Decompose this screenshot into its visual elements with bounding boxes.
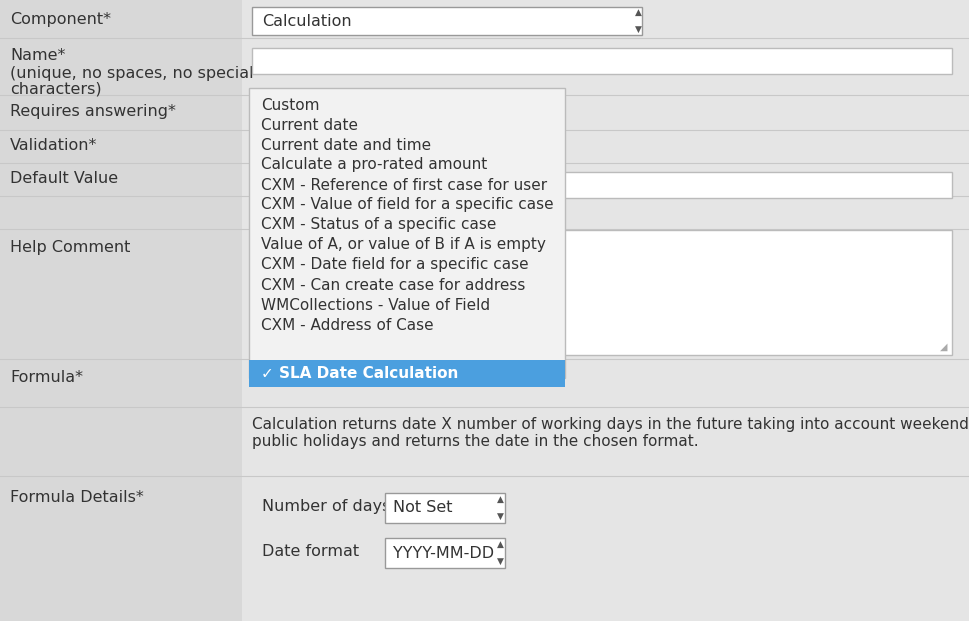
Text: Help Comment: Help Comment <box>10 240 130 255</box>
Text: Name*: Name* <box>10 48 65 63</box>
Text: Calculation: Calculation <box>262 14 351 29</box>
Text: ▼: ▼ <box>634 25 641 34</box>
Text: Number of days: Number of days <box>262 499 390 514</box>
Text: ▼: ▼ <box>329 157 336 166</box>
Bar <box>252 7 641 35</box>
Text: Value of A, or value of B if A is empty: Value of A, or value of B if A is empty <box>261 237 546 253</box>
Text: Current date and time: Current date and time <box>261 137 430 153</box>
Text: ▲: ▲ <box>329 140 336 149</box>
Text: Validation*: Validation* <box>10 138 97 153</box>
Text: ▲: ▲ <box>496 540 503 549</box>
Text: characters): characters) <box>10 81 102 96</box>
Bar <box>249 360 564 387</box>
Bar <box>249 88 564 378</box>
Text: Default Value: Default Value <box>10 171 118 186</box>
Text: ▲: ▲ <box>634 8 641 17</box>
Text: Component*: Component* <box>10 12 110 27</box>
Text: CXM - Reference of first case for user: CXM - Reference of first case for user <box>261 178 547 193</box>
Bar <box>0 0 241 621</box>
Text: Requires answering*: Requires answering* <box>10 104 175 119</box>
Text: ✓ SLA Date Calculation: ✓ SLA Date Calculation <box>261 366 458 381</box>
Text: CXM - Address of Case: CXM - Address of Case <box>261 317 433 332</box>
Text: CXM - Can create case for address: CXM - Can create case for address <box>261 278 525 292</box>
Text: ◢: ◢ <box>939 342 946 352</box>
Text: Formula*: Formula* <box>10 370 83 385</box>
Text: (unique, no spaces, no special: (unique, no spaces, no special <box>10 66 253 81</box>
Bar <box>252 172 951 198</box>
Text: CXM - Status of a specific case: CXM - Status of a specific case <box>261 217 496 232</box>
Bar <box>385 493 505 523</box>
Bar <box>252 48 951 74</box>
Text: Calculation returns date X number of working days in the future taking into acco: Calculation returns date X number of wor… <box>252 417 969 450</box>
Text: Date format: Date format <box>262 544 359 559</box>
Text: ▼: ▼ <box>496 557 503 566</box>
Text: YYYY-MM-DD: YYYY-MM-DD <box>392 545 493 561</box>
Text: CXM - Value of field for a specific case: CXM - Value of field for a specific case <box>261 197 553 212</box>
Text: ▲: ▲ <box>496 495 503 504</box>
Text: Custom: Custom <box>261 97 319 112</box>
Text: CXM - Date field for a specific case: CXM - Date field for a specific case <box>261 258 528 273</box>
Text: Current date: Current date <box>261 117 358 132</box>
Text: Formula Details*: Formula Details* <box>10 490 143 505</box>
Text: Not Set: Not Set <box>392 501 452 515</box>
Text: WMCollections - Value of Field: WMCollections - Value of Field <box>261 297 489 312</box>
Bar <box>385 538 505 568</box>
Bar <box>252 230 951 355</box>
Bar <box>252 140 337 166</box>
Text: Calculate a pro-rated amount: Calculate a pro-rated amount <box>261 158 486 173</box>
Text: ▼: ▼ <box>496 512 503 521</box>
